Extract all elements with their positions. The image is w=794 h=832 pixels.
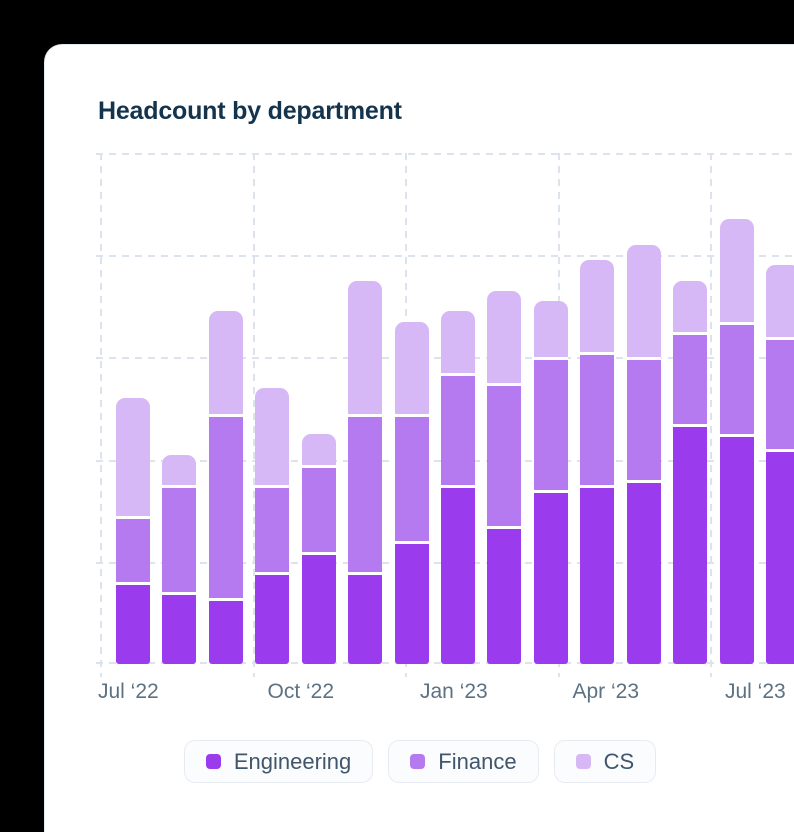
bar-group[interactable] [766,265,794,664]
bar-segment-engineering[interactable] [626,480,661,664]
bar-segment-cs[interactable] [441,311,475,373]
bar-group[interactable] [673,280,708,664]
chart-card: Headcount by department Jul ‘22 Oct ‘22 Ja… [44,44,794,832]
bar-segment-engineering[interactable] [348,572,383,664]
bar-segment-engineering[interactable] [673,423,708,664]
x-axis-label: Oct ‘22 [267,680,335,703]
bar-segment-engineering[interactable] [766,449,794,664]
bar-segment-cs[interactable] [301,434,336,465]
bar-segment-cs[interactable] [394,321,429,414]
bar-group[interactable] [580,260,615,664]
bar-segment-finance[interactable] [533,357,568,491]
bar-segment-cs[interactable] [208,311,243,414]
bar-segment-finance[interactable] [766,336,794,450]
chart-title: Headcount by department [98,97,402,125]
bar-group[interactable] [626,244,661,664]
bar-segment-finance[interactable] [162,485,197,593]
bar-group[interactable] [394,321,429,664]
bar-segment-cs[interactable] [116,398,150,516]
bar-segment-cs[interactable] [533,301,568,358]
bars-layer [96,153,794,664]
bar-group[interactable] [162,454,197,665]
v-gridline [252,153,255,677]
legend-swatch-finance [410,754,426,769]
bar-group[interactable] [533,301,568,664]
bar-segment-finance[interactable] [255,485,290,572]
bar-segment-finance[interactable] [673,331,708,424]
h-gridline [96,255,794,257]
bar-group[interactable] [719,219,754,664]
bar-group[interactable] [208,311,243,664]
legend-item-engineering[interactable]: Engineering [183,740,374,783]
legend-label: Finance [438,748,517,774]
bar-segment-engineering[interactable] [255,572,290,664]
bar-segment-cs[interactable] [487,290,522,383]
v-gridline [710,153,712,677]
bar-segment-cs[interactable] [162,454,197,486]
legend: Engineering Finance CS [45,740,794,783]
bar-segment-finance[interactable] [487,382,522,527]
bar-segment-engineering[interactable] [208,597,243,664]
bar-group[interactable] [116,398,150,664]
bar-segment-cs[interactable] [348,280,383,414]
x-axis-label: Apr ‘23 [572,680,640,703]
bar-segment-cs[interactable] [580,260,615,353]
bar-group[interactable] [487,290,522,664]
bar-group[interactable] [255,388,290,664]
x-axis-label: Jul ‘22 [98,680,159,703]
bar-group[interactable] [441,311,475,664]
bar-segment-finance[interactable] [719,321,754,435]
bar-segment-finance[interactable] [626,357,661,481]
bar-segment-finance[interactable] [441,372,475,486]
bar-segment-cs[interactable] [673,280,708,332]
legend-swatch-cs [575,754,591,769]
legend-item-cs[interactable]: CS [553,740,657,783]
bar-segment-engineering[interactable] [580,485,615,664]
bar-group[interactable] [348,280,383,664]
bar-segment-finance[interactable] [116,515,150,583]
bar-segment-engineering[interactable] [394,541,429,664]
bar-segment-cs[interactable] [766,265,794,337]
legend-swatch-engineering [205,754,221,769]
bar-segment-cs[interactable] [719,219,754,322]
bar-segment-engineering[interactable] [441,485,475,664]
x-axis-label: Jul ‘23 [725,680,786,703]
bar-segment-engineering[interactable] [487,526,522,664]
legend-label: Engineering [233,748,352,774]
bar-segment-engineering[interactable] [719,434,754,664]
v-gridline [100,153,102,677]
bar-segment-engineering[interactable] [116,582,150,664]
bar-segment-cs[interactable] [255,388,290,486]
legend-label: CS [603,748,635,774]
bar-segment-finance[interactable] [580,352,615,486]
bar-segment-finance[interactable] [394,413,429,542]
bar-segment-engineering[interactable] [162,592,197,664]
bar-segment-finance[interactable] [301,464,336,552]
plot-area: Jul ‘22 Oct ‘22 Jan ‘23 Apr ‘23 Jul ‘23 [96,153,794,703]
bar-group[interactable] [301,434,336,664]
bar-segment-finance[interactable] [348,413,383,573]
x-axis-label: Jan ‘23 [420,680,488,703]
bar-segment-engineering[interactable] [533,490,568,664]
bar-segment-cs[interactable] [626,244,661,358]
h-gridline [96,153,794,155]
legend-item-finance[interactable]: Finance [388,740,539,783]
bar-segment-engineering[interactable] [301,551,336,664]
bar-segment-finance[interactable] [208,413,243,598]
